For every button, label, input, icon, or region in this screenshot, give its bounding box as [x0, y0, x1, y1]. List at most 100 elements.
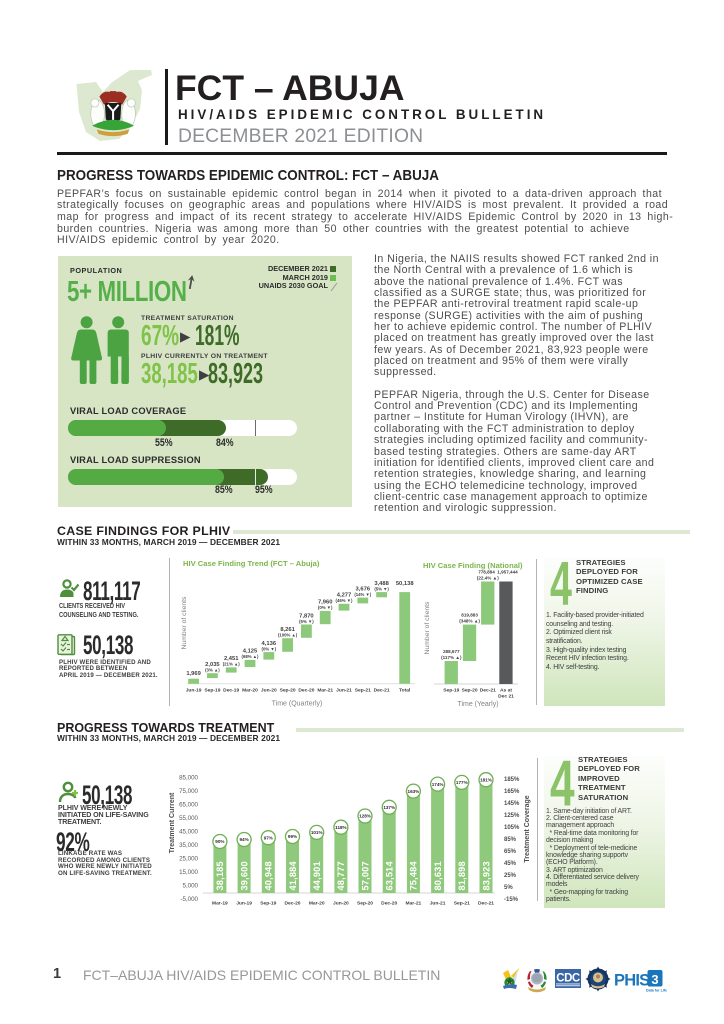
svg-text:As at: As at	[500, 688, 512, 694]
svg-text:Number of clients: Number of clients	[181, 596, 188, 649]
svg-text:163%: 163%	[408, 789, 420, 794]
svg-text:3,676: 3,676	[356, 586, 371, 592]
svg-text:2,451: 2,451	[224, 656, 239, 662]
svg-text:57,007: 57,007	[360, 861, 370, 890]
svg-text:3: 3	[651, 972, 658, 987]
svg-text:80,631: 80,631	[433, 861, 443, 890]
svg-text:PHIS: PHIS	[614, 972, 650, 990]
svg-text:Jun-19: Jun-19	[186, 687, 202, 693]
svg-text:44,901: 44,901	[312, 861, 322, 890]
svg-text:7,870: 7,870	[299, 613, 314, 619]
svg-text:45%: 45%	[504, 861, 517, 867]
svg-text:Jun-21: Jun-21	[336, 687, 352, 693]
svg-text:Sep-21: Sep-21	[454, 901, 470, 907]
svg-text:(0% ▼): (0% ▼)	[318, 605, 333, 610]
svg-text:65%: 65%	[504, 849, 517, 855]
svg-text:63,514: 63,514	[385, 861, 395, 891]
svg-text:Jun-20: Jun-20	[261, 687, 277, 693]
svg-text:Data for Life: Data for Life	[646, 989, 667, 993]
svg-text:25,000: 25,000	[179, 856, 198, 863]
svg-text:(117% ▲): (117% ▲)	[441, 655, 462, 660]
svg-text:128%: 128%	[359, 814, 371, 819]
svg-text:39,600: 39,600	[239, 861, 249, 890]
svg-text:55,000: 55,000	[179, 815, 198, 822]
svg-text:25%: 25%	[504, 873, 517, 879]
svg-text:(68% ▲): (68% ▲)	[242, 654, 259, 659]
svg-text:3,488: 3,488	[374, 581, 389, 587]
svg-text:Dec-21: Dec-21	[480, 688, 496, 694]
svg-text:1,957,444: 1,957,444	[497, 570, 518, 575]
svg-text:Dec-21: Dec-21	[374, 687, 390, 693]
svg-text:94%: 94%	[239, 837, 248, 842]
svg-text:Mar-21: Mar-21	[406, 901, 422, 907]
svg-text:90%: 90%	[215, 839, 224, 844]
svg-text:4,277: 4,277	[337, 593, 352, 599]
svg-text:Number of clients: Number of clients	[424, 601, 431, 654]
svg-text:118%: 118%	[335, 825, 347, 830]
svg-text:40,948: 40,948	[264, 861, 274, 890]
svg-text:50,138: 50,138	[396, 581, 415, 587]
svg-text:5,000: 5,000	[183, 883, 199, 890]
svg-text:Time (Yearly): Time (Yearly)	[457, 701, 498, 708]
svg-text:Jun-19: Jun-19	[236, 901, 252, 907]
svg-text:48,777: 48,777	[336, 861, 346, 890]
svg-text:2,035: 2,035	[205, 662, 220, 668]
svg-text:Treatment Current: Treatment Current	[169, 792, 176, 853]
svg-text:35,000: 35,000	[179, 842, 198, 849]
svg-text:Sep-19: Sep-19	[260, 901, 276, 907]
svg-text:15,000: 15,000	[179, 869, 198, 876]
svg-text:(22.4% ▲): (22.4% ▲)	[477, 576, 499, 581]
svg-text:Time (Quarterly): Time (Quarterly)	[272, 701, 323, 708]
svg-text:Sep-19: Sep-19	[443, 688, 459, 694]
svg-text:288,677: 288,677	[443, 649, 460, 654]
svg-text:778,884: 778,884	[478, 570, 495, 575]
svg-text:174%: 174%	[432, 782, 444, 787]
svg-text:8,261: 8,261	[280, 627, 295, 633]
svg-text:4: 4	[550, 758, 575, 807]
svg-text:99%: 99%	[288, 834, 297, 839]
svg-text:4,125: 4,125	[243, 649, 258, 655]
svg-text:181%: 181%	[480, 777, 492, 782]
svg-text:165%: 165%	[504, 789, 520, 795]
svg-text:101%: 101%	[311, 830, 323, 835]
svg-text:Sep-20: Sep-20	[357, 901, 373, 907]
svg-text:177%: 177%	[456, 780, 468, 785]
svg-text:85,000: 85,000	[179, 775, 198, 782]
svg-text:185%: 185%	[504, 777, 520, 783]
svg-text:125%: 125%	[504, 813, 520, 819]
svg-text:(0% ▼): (0% ▼)	[262, 646, 277, 651]
svg-text:(21% ▲): (21% ▲)	[223, 662, 240, 667]
svg-text:1,969: 1,969	[186, 671, 201, 677]
svg-text:Dec 21: Dec 21	[498, 694, 514, 700]
svg-text:(3% ▲): (3% ▲)	[205, 668, 220, 673]
svg-text:819,883: 819,883	[461, 613, 478, 618]
svg-text:Mar-20: Mar-20	[309, 901, 325, 907]
svg-text:Dec-20: Dec-20	[381, 901, 397, 907]
svg-text:137%: 137%	[383, 805, 395, 810]
svg-text:(14% ▼): (14% ▼)	[354, 592, 371, 597]
svg-text:5%: 5%	[504, 885, 513, 891]
svg-text:(100% ▲): (100% ▲)	[278, 633, 298, 638]
svg-text:Sep-20: Sep-20	[462, 688, 478, 694]
svg-text:65,000: 65,000	[179, 802, 198, 809]
svg-text:4: 4	[550, 559, 572, 606]
svg-text:Jun-21: Jun-21	[430, 901, 446, 907]
svg-text:75,484: 75,484	[409, 861, 419, 891]
svg-text:(348% ▲): (348% ▲)	[459, 619, 480, 624]
svg-text:41,884: 41,884	[288, 861, 298, 891]
svg-text:Sep-21: Sep-21	[355, 687, 371, 693]
svg-text:Sep-20: Sep-20	[280, 687, 296, 693]
svg-text:Dec-20: Dec-20	[298, 687, 314, 693]
svg-text:4,136: 4,136	[262, 641, 277, 647]
svg-text:Mar-21: Mar-21	[317, 687, 333, 693]
svg-text:97%: 97%	[264, 835, 273, 840]
svg-text:75,000: 75,000	[179, 788, 198, 795]
svg-text:83,923: 83,923	[481, 861, 491, 890]
svg-text:CDC: CDC	[556, 973, 580, 985]
svg-text:(46% ▼): (46% ▼)	[336, 598, 353, 603]
svg-text:Jun-20: Jun-20	[333, 901, 349, 907]
svg-text:85%: 85%	[504, 837, 517, 843]
svg-text:38,185: 38,185	[215, 861, 225, 890]
svg-text:HIV Case Finding Trend (FCT –: HIV Case Finding Trend (FCT – Abuja)	[183, 559, 320, 568]
svg-text:145%: 145%	[504, 801, 520, 807]
